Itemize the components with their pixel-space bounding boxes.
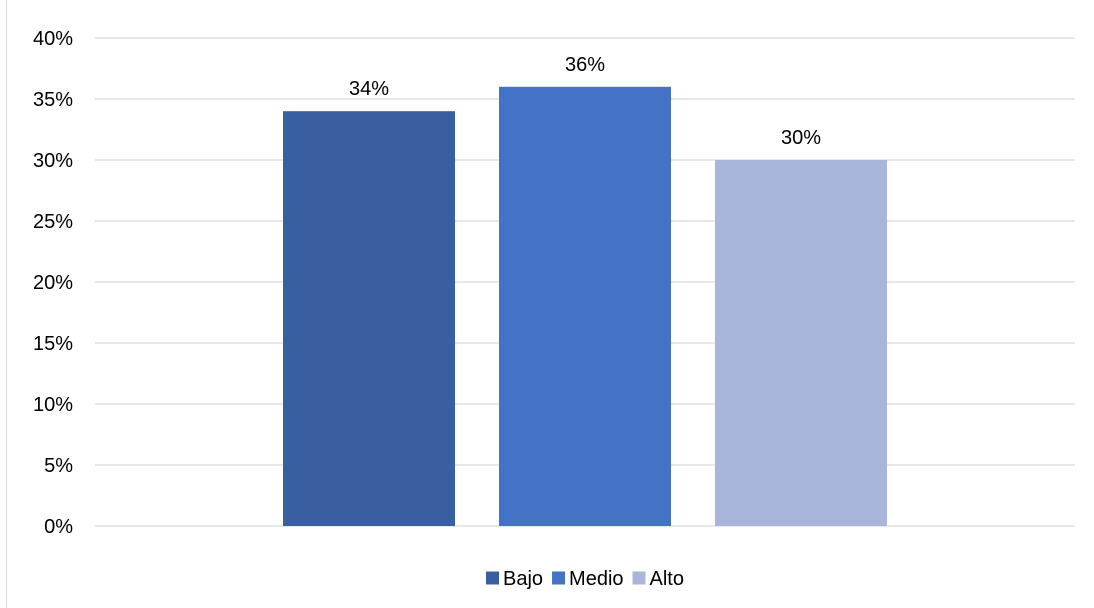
legend: Bajo Medio Alto (486, 568, 684, 590)
y-tick-label: 40% (33, 28, 73, 50)
bar-bajo (283, 111, 455, 526)
y-tick-label: 10% (33, 394, 73, 416)
data-label-bajo: 34% (349, 78, 389, 100)
data-labels: 34% 36% 30% (349, 54, 821, 149)
y-tick-label: 25% (33, 211, 73, 233)
bars (283, 86, 887, 527)
legend-label-bajo: Bajo (503, 568, 543, 590)
y-tick-label: 5% (44, 455, 73, 477)
y-tick-label: 0% (44, 516, 73, 538)
y-tick-label: 35% (33, 89, 73, 111)
data-label-medio: 36% (565, 54, 605, 76)
y-axis-tick-labels: 0% 5% 10% 15% 20% 25% 30% 35% 40% (33, 28, 73, 538)
data-label-alto: 30% (781, 127, 821, 149)
legend-swatch-bajo (486, 571, 500, 585)
legend-swatch-alto (632, 571, 646, 585)
gridlines (95, 37, 1075, 527)
y-tick-label: 30% (33, 150, 73, 172)
legend-label-alto: Alto (650, 568, 684, 590)
legend-label-medio: Medio (569, 568, 623, 590)
y-tick-label: 15% (33, 333, 73, 355)
y-tick-label: 20% (33, 272, 73, 294)
bar-medio (499, 86, 671, 527)
chart-frame-edge (6, 0, 7, 608)
bar-alto (715, 160, 887, 526)
legend-swatch-medio (552, 571, 566, 585)
